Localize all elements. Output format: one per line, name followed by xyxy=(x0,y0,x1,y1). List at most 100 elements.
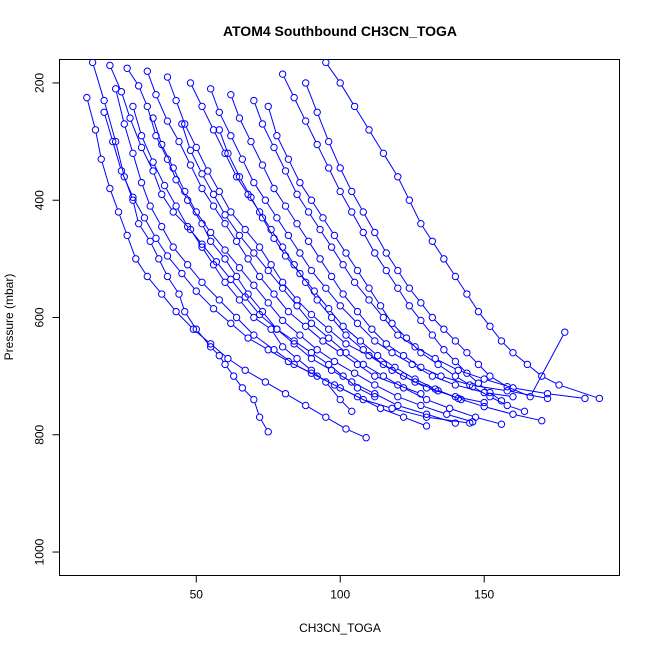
series-line-segment xyxy=(247,299,258,313)
series-line-segment xyxy=(134,200,144,216)
series-line-segment xyxy=(212,243,224,257)
data-point xyxy=(336,187,344,196)
series-line-segment xyxy=(151,244,158,256)
data-point xyxy=(307,310,316,319)
series-line-segment xyxy=(256,319,269,328)
data-point xyxy=(417,348,425,357)
series-line-segment xyxy=(176,103,185,121)
series-line-segment xyxy=(185,126,196,145)
series-line-segment xyxy=(153,121,162,142)
data-point xyxy=(503,401,511,410)
series-line-segment xyxy=(252,200,262,216)
data-point xyxy=(330,357,339,366)
data-point xyxy=(480,375,488,383)
data-point xyxy=(178,269,186,278)
y-tick-label: 1000 xyxy=(33,538,47,565)
data-point xyxy=(241,225,249,234)
data-point xyxy=(278,278,287,287)
data-point xyxy=(175,137,183,146)
series-line-segment xyxy=(260,419,267,430)
data-point xyxy=(523,360,532,369)
series-line-segment xyxy=(480,366,488,374)
series-line-segment xyxy=(177,208,187,224)
data-point xyxy=(247,193,255,201)
data-point xyxy=(371,392,379,401)
data-point xyxy=(368,325,376,333)
data-point xyxy=(497,397,506,405)
series-line-segment xyxy=(333,249,342,263)
data-point xyxy=(221,211,229,219)
series-8 xyxy=(227,90,552,403)
series-line-segment xyxy=(175,249,186,263)
data-point xyxy=(411,343,419,351)
data-point xyxy=(146,237,154,245)
data-point xyxy=(486,372,494,380)
series-line-segment xyxy=(394,325,405,336)
data-point xyxy=(428,372,437,380)
series-line-segment xyxy=(220,115,230,133)
y-axis: 200 400 600 800 1000 xyxy=(33,73,60,565)
series-line-segment xyxy=(320,377,338,387)
x-tick-label: 150 xyxy=(474,588,494,602)
series-line-segment xyxy=(380,357,393,366)
data-point xyxy=(307,369,316,377)
series-line-segment xyxy=(387,255,397,268)
series-line-segment xyxy=(276,351,292,363)
data-point xyxy=(163,117,172,125)
series-line-segment xyxy=(487,407,510,414)
data-point xyxy=(129,149,137,158)
series-line-segment xyxy=(220,132,228,151)
data-point xyxy=(172,202,180,210)
data-point xyxy=(296,269,304,278)
series-line-segment xyxy=(344,296,356,310)
data-point xyxy=(486,388,494,397)
series-line-segment xyxy=(243,162,253,180)
series-4 xyxy=(143,67,425,398)
series-line-segment xyxy=(475,388,488,396)
series-line-segment xyxy=(264,314,276,327)
data-point xyxy=(235,263,244,272)
data-point xyxy=(428,237,437,245)
series-line-segment xyxy=(214,197,224,213)
data-point xyxy=(304,208,313,216)
series-line-segment xyxy=(422,226,431,239)
data-point xyxy=(111,137,120,146)
series-line-segment xyxy=(128,70,138,84)
series-line-segment xyxy=(306,86,317,110)
series-line-segment xyxy=(203,246,215,260)
data-point xyxy=(509,392,517,401)
data-point xyxy=(126,114,134,122)
data-point xyxy=(555,381,563,389)
series-line-segment xyxy=(331,339,344,351)
data-point xyxy=(198,278,206,287)
data-point xyxy=(198,243,206,251)
series-line-segment xyxy=(189,229,201,242)
data-point xyxy=(129,102,137,111)
data-point xyxy=(471,413,480,421)
data-point xyxy=(264,299,272,307)
data-point xyxy=(270,184,278,193)
data-point xyxy=(350,278,359,287)
series-line-segment xyxy=(429,400,447,408)
series-line-segment xyxy=(169,258,181,272)
series-line-segment xyxy=(298,197,308,210)
data-point xyxy=(232,173,241,181)
series-line-segment xyxy=(382,308,391,321)
data-point xyxy=(350,369,359,377)
series-line-segment xyxy=(550,393,582,399)
series-line-segment xyxy=(244,390,252,398)
series-line-segment xyxy=(284,284,296,298)
data-point xyxy=(258,120,267,128)
data-point xyxy=(497,420,506,428)
series-line-segment xyxy=(133,203,139,221)
series-line-segment xyxy=(434,319,442,328)
series-line-segment xyxy=(310,243,319,257)
data-point xyxy=(290,360,298,369)
data-point xyxy=(336,384,344,392)
data-point xyxy=(227,132,235,140)
data-point xyxy=(293,354,301,363)
series-line-segment xyxy=(319,302,330,316)
series-line-segment xyxy=(241,270,253,283)
data-point xyxy=(264,428,272,436)
series-line-segment xyxy=(163,197,172,210)
